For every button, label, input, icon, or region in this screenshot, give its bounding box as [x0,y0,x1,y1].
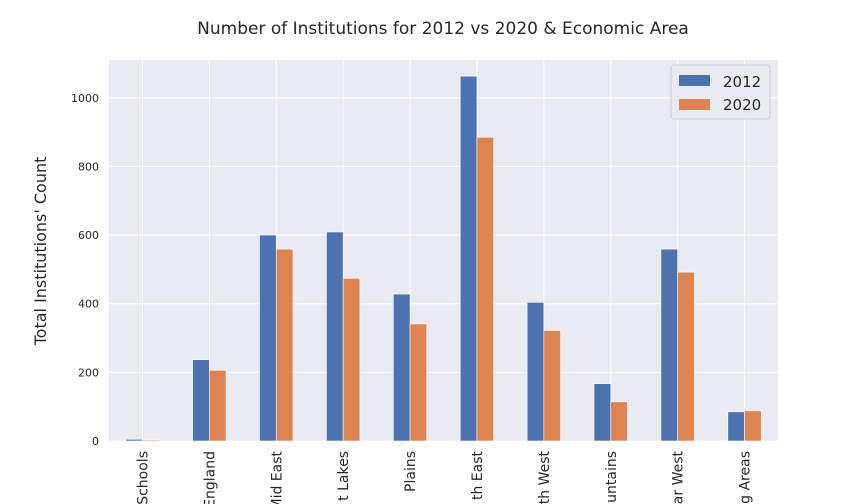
x-tick-label: Mid East [269,450,285,504]
x-tick-label: Plains [403,451,419,492]
bar-2020 [476,136,494,442]
legend-label-2020: 2020 [723,96,761,114]
bar-2020 [543,330,561,442]
x-tick-label: untains [604,451,620,503]
bar-2012 [259,234,277,442]
bar-2012 [727,411,745,442]
x-tick-label: t Lakes [336,451,352,501]
legend-swatch-2020 [679,99,710,110]
bar-2020 [342,278,361,442]
x-tick-label: ar West [671,451,687,504]
x-tick-label: g Areas [738,451,754,504]
bar-2020 [209,369,227,442]
bar-2012 [125,438,143,442]
y-tick-label: 800 [78,160,99,173]
bar-2012 [192,359,210,442]
y-axis-label: Total Institutions' Count [31,157,50,347]
y-tick-label: 1000 [71,92,99,105]
bar-2020 [409,323,428,442]
chart-title: Number of Institutions for 2012 vs 2020 … [197,19,689,39]
x-tick-label: Schools [135,451,151,504]
bar-2020 [610,401,628,442]
bar-2020 [677,271,695,442]
bar-2012 [326,231,344,442]
y-tick-label: 0 [92,435,99,448]
y-tick-label: 400 [78,298,99,311]
bar-2020 [275,248,294,442]
legend: 2012 2020 [670,64,771,120]
bar-2020 [744,410,762,442]
legend-swatch-2012 [679,75,710,86]
bar-2020 [142,439,160,442]
x-tick-label: England [202,451,218,504]
y-tick-label: 600 [78,229,99,242]
legend-label-2012: 2012 [723,73,761,91]
x-tick-labels: Schools England Mid East t Lakes Plains th Ea… [135,450,753,504]
bar-2012 [459,75,478,442]
bar-2012 [593,383,612,442]
x-tick-label: th West [537,450,553,504]
bar-2012 [526,302,545,442]
bar-2012 [393,293,411,442]
y-tick-label: 200 [78,366,99,379]
y-tick-labels: 0 200 400 600 800 1000 [71,92,99,448]
bars [125,75,762,442]
x-tick-label: th East [470,451,486,501]
bar-2012 [660,248,678,442]
